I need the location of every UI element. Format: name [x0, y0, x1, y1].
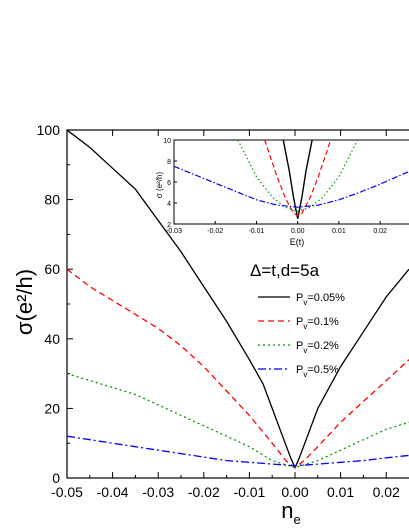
series-line-0: [67, 130, 409, 470]
inset-series-lines: [174, 140, 409, 219]
annotation-text: Δ=t,d=5a: [250, 261, 320, 280]
inset-x-tick-label: -0.02: [207, 228, 223, 235]
inset-y-tick-label: 8: [167, 159, 171, 166]
inset-x-tick-label: 0.01: [332, 228, 346, 235]
main-plot: -0.05 -0.04 -0.03 -0.02 -0.01 0.00 0.01 0.02020…: [12, 122, 409, 527]
inset-x-axis-label: E(t): [290, 237, 305, 247]
legend-label-main: P: [296, 364, 303, 376]
legend: Pv=0.05%Pv=0.1%Pv=0.2%Pv=0.5%: [258, 292, 345, 379]
legend-label-rest: =0.1%: [307, 316, 339, 328]
x-tick-label: 0.00: [281, 484, 308, 500]
inset-x-tick-label: -0.03: [166, 228, 182, 235]
series-line-3: [67, 435, 409, 467]
x-tick-label: 0.02: [373, 484, 400, 500]
inset-y-tick-label: 10: [163, 138, 171, 145]
legend-label: Pv=0.05%: [296, 292, 345, 307]
legend-label-main: P: [296, 292, 303, 304]
y-tick-label: 20: [44, 400, 60, 416]
x-tick-label: 0.01: [327, 484, 354, 500]
x-tick-label: -0.04: [97, 484, 129, 500]
main-series-lines: [67, 130, 409, 470]
inset-y-tick-label: 6: [167, 180, 171, 187]
inset-series-line-2: [237, 140, 359, 213]
legend-label-sub: v: [303, 298, 307, 307]
inset-y-tick-label: 4: [167, 201, 171, 208]
legend-label: Pv=0.1%: [296, 316, 339, 331]
inset-y-axis-label: σ (e²/h): [155, 172, 164, 199]
x-tick-label: -0.05: [51, 484, 83, 500]
y-tick-label: 40: [44, 331, 60, 347]
series-line-2: [67, 372, 409, 469]
legend-label-sub: v: [303, 370, 307, 379]
inset-series-line-1: [264, 140, 332, 217]
y-tick-label: 80: [44, 192, 60, 208]
inset-y-tick-label: 2: [167, 222, 171, 229]
inset-x-tick-label: 0.02: [373, 228, 387, 235]
x-axis-label-main: n: [281, 498, 293, 523]
y-axis-label: σ(e²/h): [12, 269, 37, 335]
inset-x-tick-label: 0.00: [291, 228, 305, 235]
y-tick-label: 60: [44, 261, 60, 277]
legend-label-main: P: [296, 316, 303, 328]
main-axis-ticks: -0.05 -0.04 -0.03 -0.02 -0.01 0.00 0.01 0.02020…: [37, 122, 400, 500]
inset-axis-ticks: -0.03 -0.02 -0.01 0.00 0.01 0.02 2 4 6 8 10: [163, 138, 387, 235]
inset-plot: -0.03 -0.02 -0.01 0.00 0.01 0.02 2 4 6 8 10 E(t) σ…: [155, 138, 409, 247]
y-tick-label: 100: [37, 122, 61, 138]
legend-label: Pv=0.5%: [296, 364, 339, 379]
inset-series-line-3: [174, 165, 409, 208]
x-axis-label-sub: e: [294, 512, 301, 527]
x-tick-label: -0.02: [188, 484, 220, 500]
legend-label-rest: =0.2%: [307, 340, 339, 352]
y-tick-label: 0: [52, 470, 60, 486]
legend-label-rest: =0.05%: [307, 292, 345, 304]
x-tick-label: -0.03: [142, 484, 174, 500]
legend-label-rest: =0.5%: [307, 364, 339, 376]
legend-label: Pv=0.2%: [296, 340, 339, 355]
series-line-1: [67, 268, 409, 469]
legend-label-sub: v: [303, 322, 307, 331]
legend-label-main: P: [296, 340, 303, 352]
x-tick-label: -0.01: [233, 484, 265, 500]
inset-series-line-0: [282, 140, 313, 219]
inset-x-tick-label: -0.01: [248, 228, 264, 235]
legend-label-sub: v: [303, 346, 307, 355]
x-axis-label: ne: [281, 498, 300, 527]
